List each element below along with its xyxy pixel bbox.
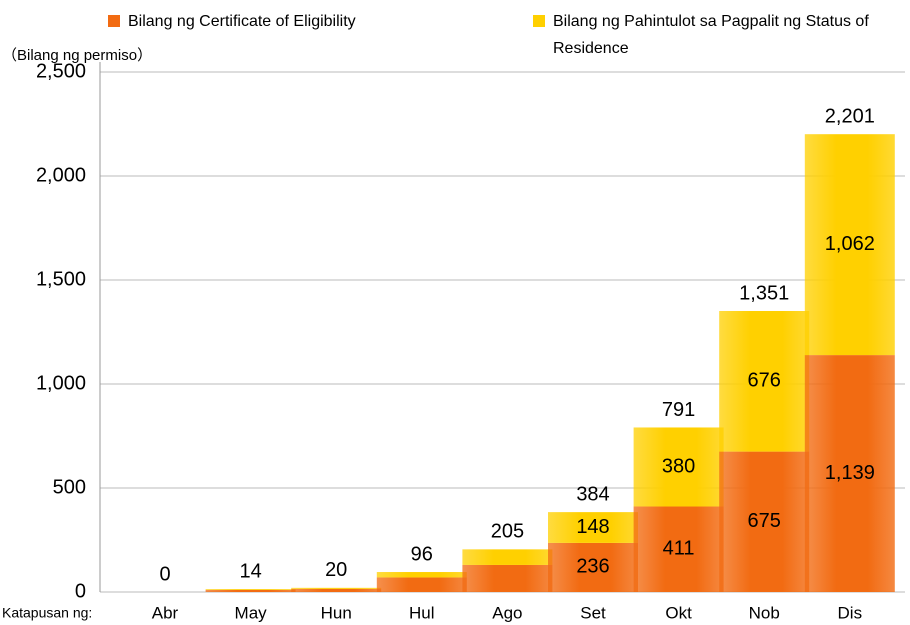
segment-label: 1,139	[825, 462, 875, 484]
bar-segment	[633, 427, 724, 507]
bar-segment	[548, 512, 638, 543]
bar-segment	[291, 588, 382, 592]
segment-label: 236	[576, 556, 609, 578]
bar-segment	[719, 310, 810, 452]
bar-segment	[633, 506, 724, 592]
segment-label: 676	[748, 370, 781, 392]
segment-label: 1,062	[825, 233, 875, 255]
total-label: 96	[411, 543, 433, 565]
total-label: 1,351	[739, 282, 789, 304]
segment-label: 380	[662, 455, 695, 477]
total-label: 384	[576, 483, 609, 505]
y-tick-label: 2,500	[36, 60, 86, 82]
total-label: 791	[662, 399, 695, 421]
total-label: 2,201	[825, 105, 875, 127]
x-prefix: Katapusan ng:	[2, 605, 92, 621]
legend-label: Bilang ng Pahintulot sa Pagpalit ng Stat…	[553, 13, 869, 57]
bar-segment	[719, 451, 810, 592]
bar-segment	[376, 572, 467, 578]
x-tick-label: May	[235, 603, 268, 622]
bar-segment	[291, 587, 382, 589]
bar-segment	[462, 564, 553, 592]
x-tick-label: Hun	[321, 603, 352, 622]
bar-segment	[462, 549, 553, 565]
segment-label: 148	[576, 516, 609, 538]
y-tick-label: 2,000	[36, 164, 86, 186]
y-tick-label: 1,000	[36, 372, 86, 394]
x-tick-label: Nob	[749, 603, 780, 622]
x-tick-label: Ago	[492, 603, 522, 622]
total-label: 14	[239, 560, 261, 582]
bar-segment	[804, 355, 895, 592]
y-tick-label: 0	[75, 580, 86, 602]
total-label: 205	[491, 521, 524, 543]
x-tick-label: Abr	[152, 603, 179, 622]
unit-label: （Bilang ng permiso）	[2, 47, 152, 64]
bar-segment	[205, 589, 296, 592]
x-tick-label: Hul	[409, 603, 435, 622]
x-tick-label: Okt	[665, 603, 692, 622]
x-tick-label: Set	[580, 603, 606, 622]
bar-segment	[376, 577, 467, 592]
segment-label: 411	[663, 538, 695, 560]
y-tick-label: 1,500	[36, 268, 86, 290]
bar-segment	[548, 542, 638, 592]
y-tick-label: 500	[53, 476, 86, 498]
bar-segment	[804, 134, 895, 356]
legend-swatch	[533, 15, 545, 27]
segment-label: 675	[748, 510, 781, 532]
legend-swatch	[108, 15, 120, 27]
x-tick-label: Dis	[838, 603, 863, 622]
total-label: 20	[325, 559, 347, 581]
bar-segment	[205, 589, 296, 590]
total-label: 0	[159, 563, 170, 585]
legend-label: Bilang ng Certificate of Eligibility	[128, 13, 356, 30]
